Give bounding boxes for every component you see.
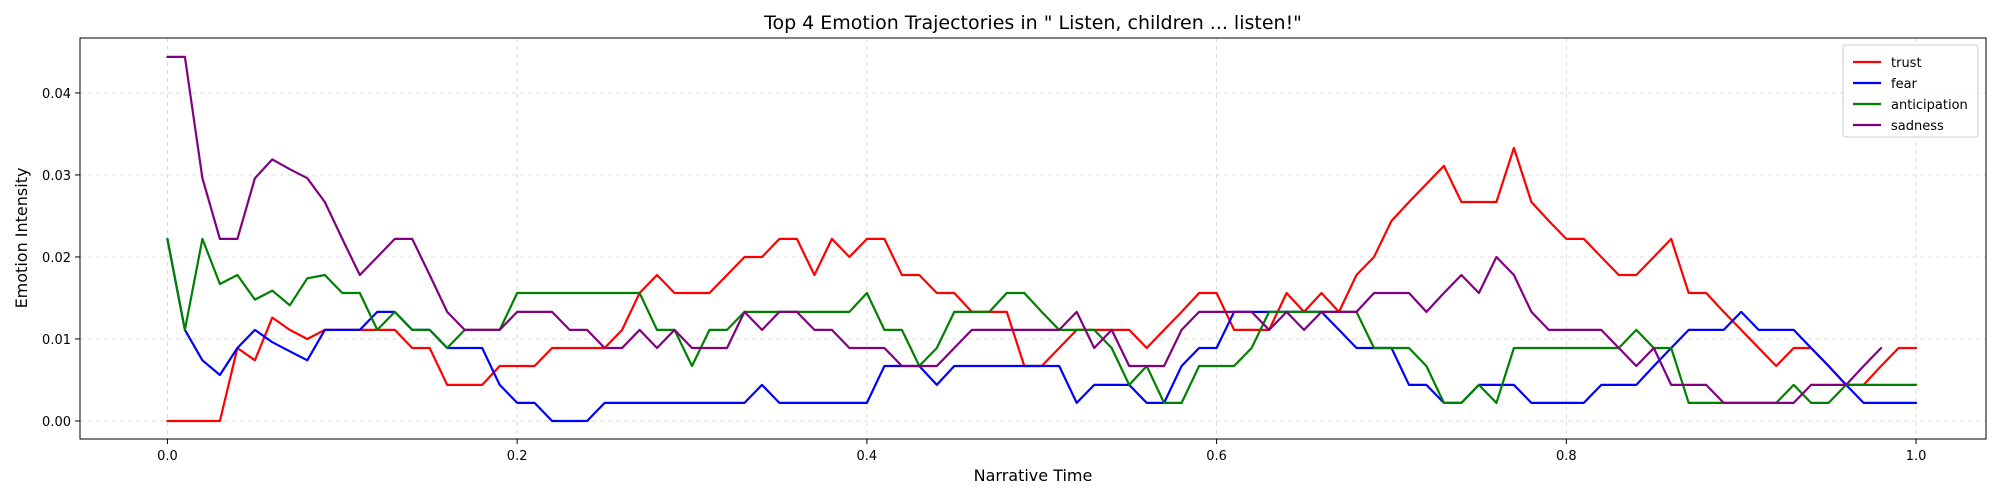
y-tick-label: 0.03	[42, 169, 71, 184]
plot-frame	[79, 37, 1987, 440]
series-line-fear	[166, 237, 1918, 423]
axes: 0.0 0.2 0.4 0.6 0.8 1.0 0.00 0.01 0.02 0.03 0.04	[42, 87, 1926, 464]
x-tick-label: 0.4	[857, 449, 878, 464]
series-lines	[166, 55, 1918, 423]
y-tick-label: 0.04	[42, 87, 71, 102]
series-line-anticipation	[166, 237, 1918, 404]
y-axis-label: Emotion Intensity	[12, 168, 31, 309]
x-tick-label: 1.0	[1906, 449, 1927, 464]
x-tick-label: 0.0	[157, 449, 178, 464]
x-tick-label: 0.2	[507, 449, 528, 464]
series-line-sadness	[166, 55, 1883, 404]
x-tick-label: 0.8	[1556, 449, 1577, 464]
chart-title: Top 4 Emotion Trajectories in " Listen, …	[763, 12, 1302, 34]
legend-label-anticipation: anticipation	[1891, 98, 1968, 113]
x-tick-label: 0.6	[1206, 449, 1227, 464]
legend-box	[1842, 44, 1979, 138]
x-axis-label: Narrative Time	[974, 466, 1093, 485]
y-tick-label: 0.00	[42, 415, 71, 430]
y-tick-label: 0.01	[42, 333, 71, 348]
legend-label-fear: fear	[1891, 77, 1918, 92]
legend: trust fear anticipation sadness	[1842, 44, 1979, 138]
legend-label-trust: trust	[1891, 56, 1922, 71]
legend-label-sadness: sadness	[1891, 119, 1944, 134]
y-tick-label: 0.02	[42, 251, 71, 266]
